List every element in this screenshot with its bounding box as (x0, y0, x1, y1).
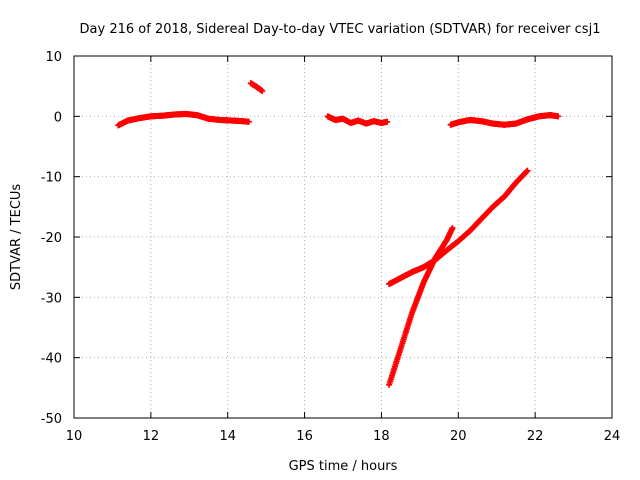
chart-title: Day 216 of 2018, Sidereal Day-to-day VTE… (80, 22, 601, 37)
x-axis-label: GPS time / hours (289, 459, 398, 474)
x-tick-label: 18 (373, 429, 390, 444)
grid (74, 56, 612, 418)
y-tick-label: -40 (41, 352, 62, 367)
data-point (555, 113, 562, 120)
x-tick-label: 16 (296, 429, 313, 444)
data-segment (447, 112, 562, 128)
data-point (384, 118, 391, 125)
y-tick-label: -50 (41, 412, 62, 427)
data-point (245, 118, 252, 125)
data-segment (386, 167, 531, 288)
y-tick-label: -20 (41, 231, 62, 246)
data-segment (324, 113, 391, 127)
y-tick-label: 0 (54, 110, 62, 125)
data-point (259, 87, 266, 94)
x-tick-label: 12 (143, 429, 160, 444)
data-point (524, 167, 531, 174)
x-tick-label: 10 (66, 429, 83, 444)
data-points (115, 80, 562, 388)
axis-ticks: 10 12 14 16 18 20 22 24 10 0 -10 -20 -30 -40 -50 (41, 50, 621, 444)
data-segment (115, 110, 252, 129)
x-tick-label: 22 (527, 429, 544, 444)
x-tick-label: 24 (604, 429, 621, 444)
data-point (449, 224, 456, 231)
x-tick-label: 20 (450, 429, 467, 444)
y-tick-label: -30 (41, 291, 62, 306)
y-axis-label: SDTVAR / TECUs (9, 184, 24, 291)
x-tick-label: 14 (219, 429, 236, 444)
y-tick-label: 10 (45, 50, 62, 65)
data-segment (247, 80, 266, 94)
data-segment (386, 224, 456, 388)
y-tick-label: -10 (41, 171, 62, 186)
